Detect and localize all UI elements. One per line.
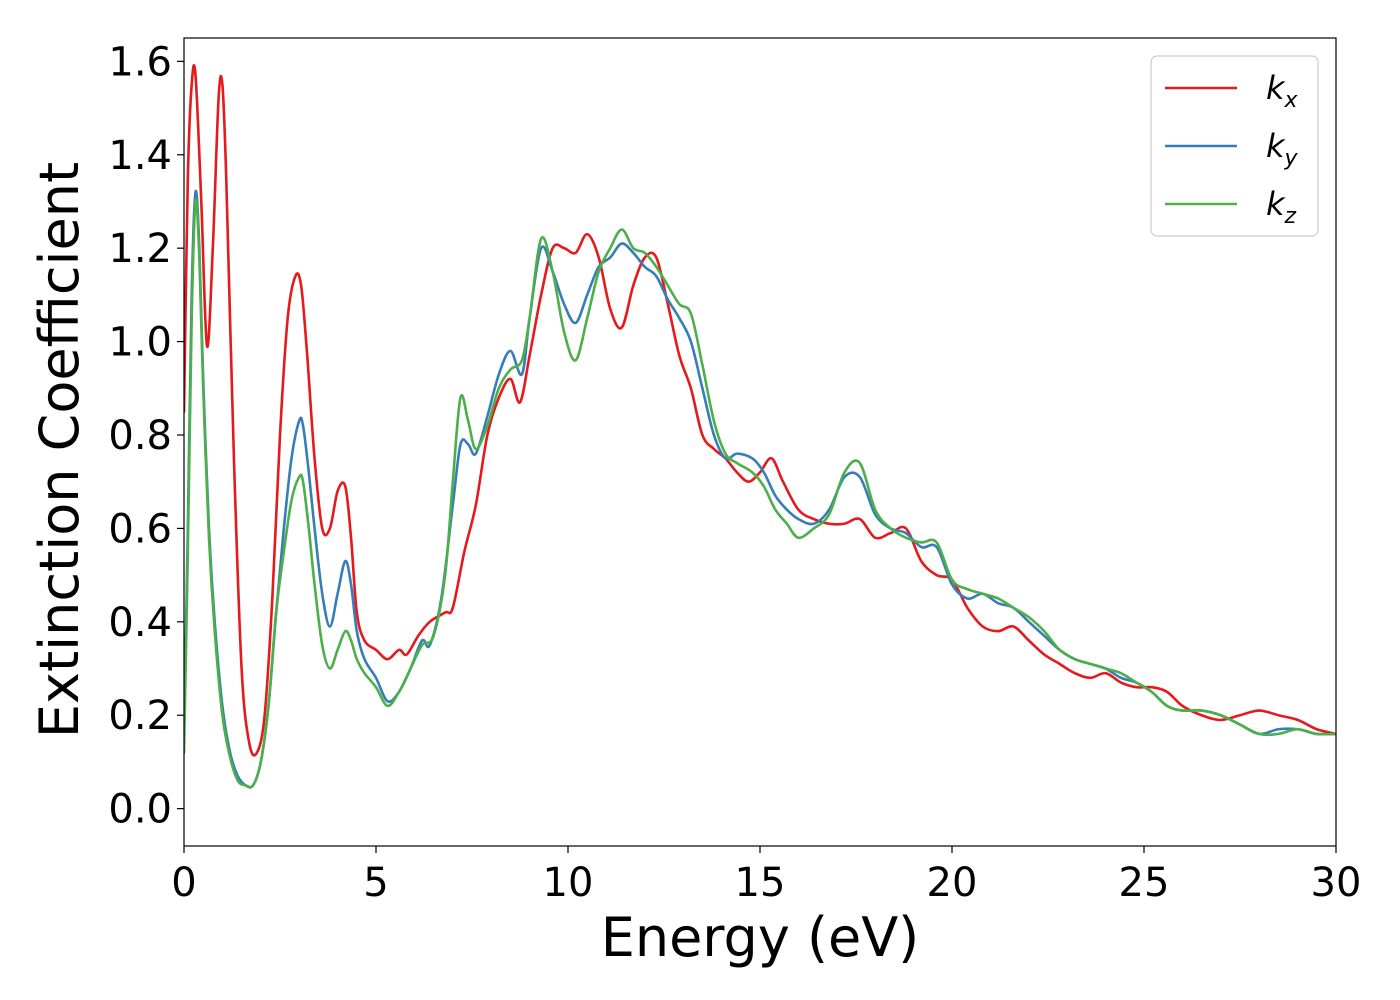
series-line-kx xyxy=(184,63,1336,757)
ticks-layer: 0 5 10 15 20 25 30 0.0 0.2 0.4 0.6 0.8 1.0 1.2 1.4 1.6 xyxy=(108,39,1361,906)
legend-label-kz: kz xyxy=(1266,185,1297,229)
y-tick-label: 1.2 xyxy=(108,226,172,272)
y-tick-label: 0.4 xyxy=(108,600,172,646)
x-tick-label: 25 xyxy=(1119,860,1170,906)
legend-label-kx: kx xyxy=(1266,69,1299,113)
legend: kx ky kz xyxy=(1150,55,1319,237)
series-layer xyxy=(184,63,1336,789)
y-tick-label: 0.2 xyxy=(108,693,172,739)
x-tick-label: 15 xyxy=(735,860,786,906)
y-tick-label: 0.8 xyxy=(108,413,172,459)
y-tick-label: 0.0 xyxy=(108,787,172,833)
y-tick-label: 0.6 xyxy=(108,506,172,552)
y-tick-label: 1.0 xyxy=(108,320,172,366)
y-tick-label: 1.4 xyxy=(108,133,172,179)
y-tick-label: 1.6 xyxy=(108,39,172,85)
y-axis-title: Extinction Coefficient xyxy=(28,162,91,738)
legend-label-ky: ky xyxy=(1266,127,1299,171)
x-tick-label: 30 xyxy=(1311,860,1362,906)
x-tick-label: 5 xyxy=(363,860,388,906)
x-tick-label: 10 xyxy=(543,860,594,906)
x-tick-label: 0 xyxy=(171,860,196,906)
x-tick-label: 20 xyxy=(927,860,978,906)
x-axis-title: Energy (eV) xyxy=(601,906,920,969)
series-line-kz xyxy=(184,198,1336,789)
